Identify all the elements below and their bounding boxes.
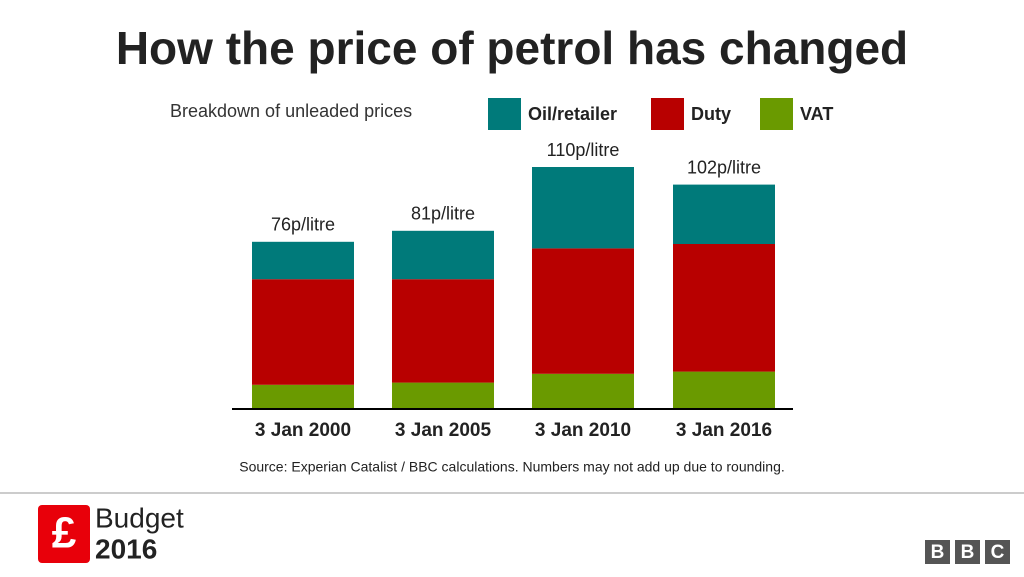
- brand: Budget: [95, 502, 184, 533]
- legend-swatch: [760, 98, 793, 130]
- logo-block: [955, 540, 980, 564]
- logo-letter: B: [931, 542, 945, 563]
- legend-label: Oil/retailer: [528, 104, 617, 124]
- legend-swatch: [651, 98, 684, 130]
- bar-segment: [392, 230, 494, 280]
- bar-segment: [673, 184, 775, 244]
- subtitle: Breakdown of unleaded prices: [170, 101, 412, 121]
- bar-segment: [532, 373, 634, 409]
- bar-segment: [252, 279, 354, 385]
- svg-text:£: £: [52, 509, 77, 558]
- bar-segment: [673, 371, 775, 409]
- bar-segment: [532, 167, 634, 249]
- x-tick-label: 3 Jan 2000: [255, 420, 351, 441]
- bar-segment: [252, 241, 354, 280]
- logo-block: [985, 540, 1010, 564]
- legend-label: Duty: [691, 104, 731, 124]
- bar-segment: [532, 248, 634, 374]
- bar-segment: [673, 244, 775, 372]
- bar-segment: [392, 279, 494, 383]
- bar-segment: [392, 382, 494, 409]
- budget-icon: £: [38, 505, 90, 563]
- logo-letter: B: [961, 542, 975, 563]
- total-label: 81p/litre: [411, 204, 475, 224]
- chart-title: How the price of petrol has changed: [116, 22, 908, 74]
- legend-swatch: [488, 98, 521, 130]
- total-label: 76p/litre: [271, 215, 335, 235]
- total-label: 102p/litre: [687, 157, 761, 177]
- bar-segment: [252, 384, 354, 409]
- brand-year: 2016: [95, 533, 157, 564]
- total-label: 110p/litre: [547, 140, 620, 160]
- x-tick-label: 3 Jan 2016: [676, 420, 772, 441]
- x-tick-label: 3 Jan 2010: [535, 420, 631, 441]
- logo-letter: C: [991, 542, 1005, 563]
- source: Source: Experian Catalist / BBC calculat…: [239, 459, 785, 475]
- x-tick-label: 3 Jan 2005: [395, 420, 492, 441]
- legend-label: VAT: [800, 104, 833, 124]
- logo-block: [925, 540, 950, 564]
